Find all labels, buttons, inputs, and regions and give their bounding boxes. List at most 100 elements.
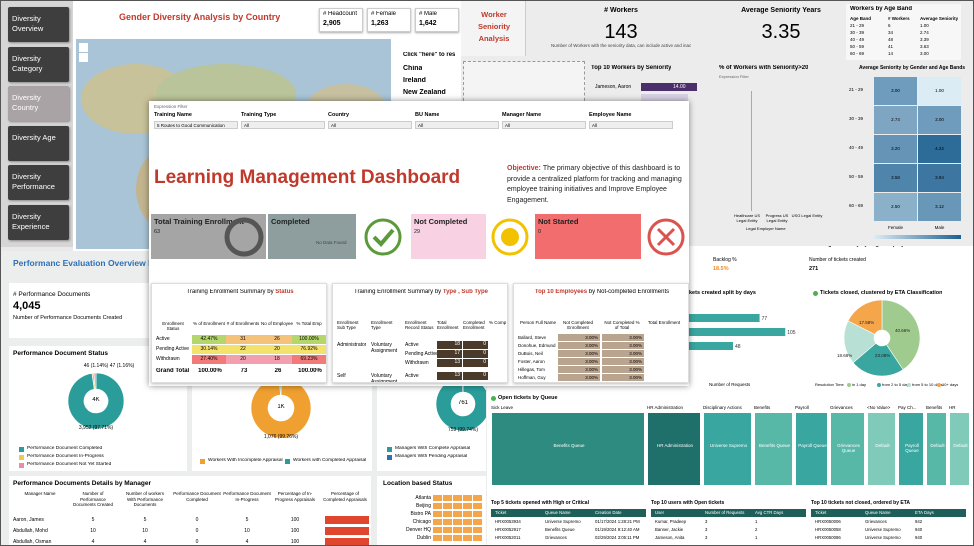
table-header: Avg CTR Days [755, 510, 784, 515]
nav-button[interactable]: Diversity Age [8, 125, 69, 161]
treemap-header: HR Administration [647, 405, 684, 410]
treemap-cell[interactable]: Grievances Queue [830, 412, 865, 486]
table-cell: 4 [91, 539, 95, 545]
treemap-label: Payroll Queue [905, 443, 919, 453]
table-cell: 26 [260, 335, 294, 344]
table-header: Enrollment Record Status [405, 320, 434, 330]
nav-button[interactable]: Diversity Overview [8, 7, 69, 42]
location-label: Denver HQ [405, 527, 431, 533]
filter-select[interactable]: All [589, 121, 673, 129]
table-cell: Universe Supremo [545, 519, 581, 524]
legend-label: 10+ days [942, 382, 959, 387]
table-cell: 3.00% [558, 342, 600, 349]
nav-button[interactable]: Diversity Country [8, 86, 69, 121]
country-item[interactable]: Ireland [403, 77, 426, 84]
treemap-cell[interactable]: Benefits Queue [491, 412, 645, 486]
treemap-cell[interactable]: Universe Supremo [703, 412, 752, 486]
table-cell: 3.00% [602, 350, 644, 357]
table-cell: 3 [705, 519, 708, 524]
zoom-in[interactable] [79, 43, 88, 52]
table-cell: 2.74 [920, 30, 929, 35]
filter-select[interactable]: All [241, 121, 325, 129]
table-header: Performance Document In-Progress [223, 491, 271, 502]
title-text: Training Enrollment Summary by [354, 289, 442, 295]
table-cell: 30 - 39 [850, 30, 865, 35]
completed-bar [325, 538, 369, 545]
location-bar [433, 503, 483, 509]
treemap-cell[interactable]: Default [949, 412, 970, 486]
filter-select[interactable]: 5 Routes to Good Communication [154, 121, 238, 129]
nav-button[interactable]: Diversity Performance [8, 165, 69, 200]
treemap-cell[interactable]: HR Administration [647, 412, 701, 486]
kpi-label: # Female [371, 11, 397, 17]
filter-select[interactable]: All [415, 121, 499, 129]
table-title: Workers by Age Band [850, 6, 913, 12]
kpi-value: 2,905 [323, 20, 341, 27]
legend-label: Managers With Complete Appraisal [395, 446, 471, 451]
average-label: Average Seniority Years [741, 7, 821, 14]
donut-title: Performance Document Status [13, 350, 108, 357]
heat-row-label: 40 - 49 [849, 145, 864, 150]
legend-label: Managers With Pending Appraisal [395, 454, 468, 459]
table-cell: HRX0053934 [495, 519, 521, 524]
x-tick-label: USG Legal Entity [791, 213, 823, 218]
table-title: Top 10 Employees by Not-completed Enroll… [514, 289, 688, 295]
table-total: 73 [240, 368, 248, 374]
pie-label: 17.58% [859, 320, 875, 325]
title-text: Training Enrollment Summary by [186, 289, 274, 295]
kpi-value: 271 [809, 266, 819, 272]
perf-table: Performance Documents Details by Manager… [9, 476, 371, 545]
table-cell: Withdrawn [156, 356, 180, 362]
treemap-cell[interactable]: Payroll Queue [795, 412, 828, 486]
kpi-label: Not Started [538, 217, 579, 226]
table-cell: 50 - 59 [850, 44, 865, 49]
location-panel: Location based Status Atlanta Beijing Bistr… [377, 476, 486, 545]
table-title: Training Enrollment Summary by Status [152, 289, 326, 295]
donut-slice [67, 372, 125, 430]
nav-button[interactable]: Diversity Experience [8, 204, 69, 240]
filter-select[interactable]: All [502, 121, 586, 129]
heat-col-label: Female [887, 225, 903, 230]
table-cell: Self [337, 373, 346, 379]
zoom-out[interactable] [79, 53, 88, 62]
table-cell: Pending Active [405, 351, 437, 357]
kpi-label: # Headcount [323, 11, 358, 17]
table-cell: 3.63 [920, 44, 929, 49]
filter-value: All [244, 123, 250, 128]
heat-cell: 4.22 [918, 135, 961, 163]
learning-dashboard: Expression Filter Training Name 5 Routes t… [149, 101, 689, 386]
table-cell: Grievances [545, 535, 567, 540]
kpi-value: 1,263 [371, 20, 389, 27]
heat-cell: 3.58 [874, 164, 917, 192]
treemap-cell[interactable]: Default [867, 412, 896, 486]
donut-slice [847, 299, 883, 335]
country-item[interactable]: New Zealand [403, 89, 446, 96]
heat-cell: 3.20 [874, 135, 917, 163]
table-cell: Hoffman, Guy [518, 375, 546, 380]
treemap-cell[interactable]: Benefits Queue [754, 412, 793, 486]
filter-select[interactable]: All [328, 121, 412, 129]
title-emphasis: Status [275, 289, 294, 295]
nav-label: Diversity Country [12, 93, 41, 112]
table-cell: 40 - 49 [850, 37, 865, 42]
title-text: by Not-completed Enrollments [588, 289, 670, 295]
nav-button[interactable]: Diversity Category [8, 46, 69, 82]
filter-value: All [418, 123, 424, 128]
chart-title: Tickets closed, clustered by ETA Classif… [820, 290, 943, 296]
seniority-filter [463, 61, 585, 106]
country-item[interactable]: China [403, 65, 423, 72]
table-header: Manager Name [24, 491, 56, 496]
table-cell: 60 - 69 [850, 51, 865, 56]
kpi-card: Completed No Data Found [268, 214, 356, 259]
bar-label: 77 [762, 316, 768, 322]
treemap-cell[interactable]: Default [926, 412, 947, 486]
treemap-cell[interactable]: Payroll Queue [898, 412, 924, 486]
legend-label: from 2 to 5 days [882, 382, 911, 387]
table-cell: 100 [290, 539, 300, 545]
table-cell: 27.40% [192, 355, 226, 364]
table-cell: HRX0050086 [815, 535, 841, 540]
bar-chart: 77 105 48 [689, 314, 796, 350]
country-list: Click "here" to res China Ireland New Zeala… [391, 41, 461, 106]
table-cell: Jameson, Anita [655, 535, 685, 540]
table-cell: 30.14% [192, 345, 226, 354]
